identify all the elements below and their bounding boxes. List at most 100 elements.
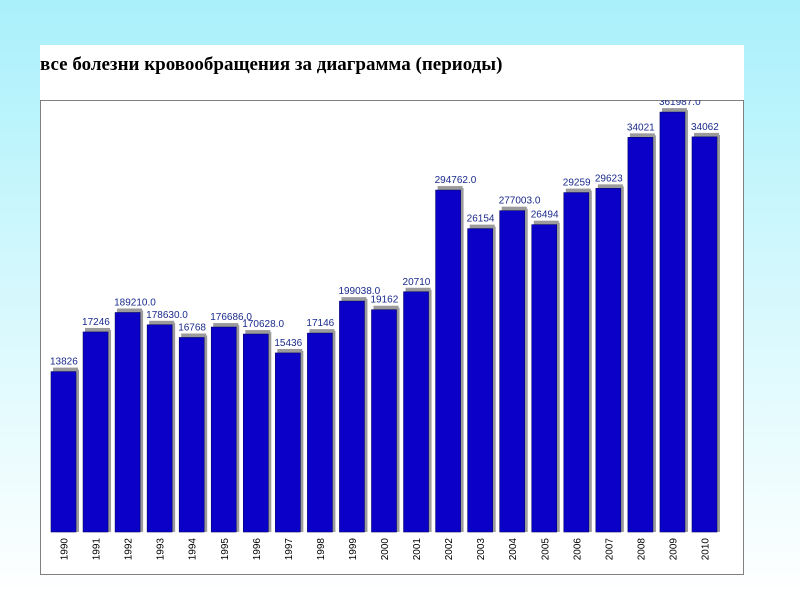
data-label-1999: 199038.0 bbox=[338, 286, 380, 297]
data-label-1996: 170628.0 bbox=[242, 319, 284, 330]
x-tick-2000: 2000 bbox=[380, 538, 391, 561]
bar-1995 bbox=[210, 326, 237, 533]
bar-top-shadow bbox=[597, 184, 623, 190]
bar-side-shadow bbox=[363, 299, 368, 532]
bar-2007 bbox=[595, 188, 622, 533]
bar-top-shadow bbox=[405, 287, 431, 293]
bar-side-shadow bbox=[555, 222, 560, 532]
bar-side-shadow bbox=[203, 335, 208, 532]
data-label-2009: 361987.0 bbox=[659, 100, 701, 108]
x-tick-2007: 2007 bbox=[604, 538, 615, 561]
data-label-2010: 34062 bbox=[691, 122, 719, 133]
bar-1993 bbox=[146, 324, 173, 533]
bar-1997 bbox=[275, 352, 301, 533]
bar-top-shadow bbox=[341, 297, 367, 303]
bars-layer bbox=[50, 108, 720, 533]
x-tick-1999: 1999 bbox=[348, 538, 359, 561]
bar-top-shadow bbox=[629, 133, 655, 139]
bar-side-shadow bbox=[459, 188, 464, 532]
bar-top-shadow bbox=[213, 323, 239, 329]
bar-side-shadow bbox=[299, 350, 304, 532]
data-label-2005: 26494 bbox=[531, 210, 559, 221]
bar-top-shadow bbox=[149, 320, 175, 326]
bar-top-shadow bbox=[661, 108, 687, 114]
bar-top-shadow bbox=[85, 327, 111, 333]
x-tick-1998: 1998 bbox=[316, 538, 327, 561]
bar-top-shadow bbox=[309, 329, 335, 335]
plot-area-border bbox=[40, 100, 744, 575]
data-label-2004: 277003.0 bbox=[499, 196, 541, 207]
data-label-1992: 189210.0 bbox=[114, 298, 156, 309]
bar-1991 bbox=[82, 331, 109, 533]
bar-top-shadow bbox=[277, 348, 303, 354]
x-tick-1995: 1995 bbox=[220, 538, 231, 561]
x-tick-labels-layer: 1990 1991 1992 1993 1994 1995 1996 1997 1998 1999… bbox=[60, 538, 712, 561]
data-label-2006: 29259 bbox=[563, 178, 591, 189]
bar-side-shadow bbox=[523, 208, 528, 532]
bar-2003 bbox=[467, 228, 493, 533]
x-tick-2005: 2005 bbox=[540, 538, 551, 561]
bar-top-shadow bbox=[533, 220, 559, 226]
bar-1990 bbox=[50, 371, 77, 533]
bar-1994 bbox=[178, 337, 205, 533]
bar-top-shadow bbox=[245, 330, 271, 336]
data-label-2000: 19162 bbox=[371, 295, 399, 306]
bar-top-shadow bbox=[469, 224, 495, 230]
x-tick-1991: 1991 bbox=[92, 538, 103, 561]
bar-top-shadow bbox=[53, 367, 78, 373]
bar-1996 bbox=[243, 333, 269, 533]
chart-title: все болезни кровообращения за диаграмма … bbox=[40, 54, 503, 75]
bar-top-shadow bbox=[373, 305, 399, 311]
bar-2004 bbox=[499, 210, 526, 533]
x-tick-2006: 2006 bbox=[572, 538, 583, 561]
bar-top-shadow bbox=[117, 308, 143, 314]
bar-2005 bbox=[531, 224, 558, 533]
data-label-2001: 20710 bbox=[403, 277, 431, 288]
data-label-1990: 13826 bbox=[50, 357, 78, 368]
bar-1999 bbox=[339, 300, 365, 533]
bar-top-shadow bbox=[181, 333, 207, 339]
x-tick-2004: 2004 bbox=[508, 538, 519, 561]
bar-side-shadow bbox=[331, 331, 336, 532]
x-tick-1993: 1993 bbox=[156, 538, 167, 561]
data-label-1991: 17246 bbox=[82, 317, 110, 328]
bar-2000 bbox=[371, 309, 397, 533]
x-tick-2002: 2002 bbox=[444, 538, 455, 561]
bar-top-shadow bbox=[694, 132, 719, 138]
bar-2010 bbox=[691, 136, 718, 533]
x-tick-2008: 2008 bbox=[636, 538, 647, 561]
bar-side-shadow bbox=[139, 310, 144, 532]
bar-2009 bbox=[659, 111, 686, 533]
data-label-2003: 26154 bbox=[467, 214, 495, 225]
bar-top-shadow bbox=[437, 186, 463, 192]
data-label-1998: 17146 bbox=[306, 318, 334, 329]
bar-2002 bbox=[435, 189, 461, 533]
bar-side-shadow bbox=[716, 134, 720, 532]
data-label-2002: 294762.0 bbox=[435, 175, 477, 186]
bar-side-shadow bbox=[171, 322, 176, 532]
bar-top-shadow bbox=[501, 206, 527, 212]
x-tick-2001: 2001 bbox=[412, 538, 423, 561]
bar-side-shadow bbox=[587, 190, 592, 533]
x-tick-2009: 2009 bbox=[668, 538, 679, 561]
data-label-1995: 176686.0 bbox=[210, 312, 252, 323]
bar-side-shadow bbox=[427, 289, 432, 532]
bar-top-shadow bbox=[565, 188, 591, 194]
bar-side-shadow bbox=[235, 325, 240, 532]
data-label-2008: 34021 bbox=[627, 122, 655, 133]
x-tick-2003: 2003 bbox=[476, 538, 487, 561]
bar-2001 bbox=[403, 291, 429, 533]
bar-2008 bbox=[627, 137, 654, 533]
bar-1998 bbox=[307, 332, 333, 533]
bar-side-shadow bbox=[683, 110, 688, 532]
value-labels-layer: 1382617246189210.0178630.016768176686.01… bbox=[50, 100, 719, 368]
x-tick-1992: 1992 bbox=[124, 538, 135, 561]
bar-2006 bbox=[563, 192, 590, 533]
x-tick-1994: 1994 bbox=[188, 538, 199, 561]
x-tick-1996: 1996 bbox=[252, 538, 263, 561]
bar-side-shadow bbox=[75, 369, 79, 532]
bar-side-shadow bbox=[107, 329, 112, 532]
bar-side-shadow bbox=[267, 332, 272, 532]
data-label-2007: 29623 bbox=[595, 173, 623, 184]
data-label-1993: 178630.0 bbox=[146, 310, 188, 321]
